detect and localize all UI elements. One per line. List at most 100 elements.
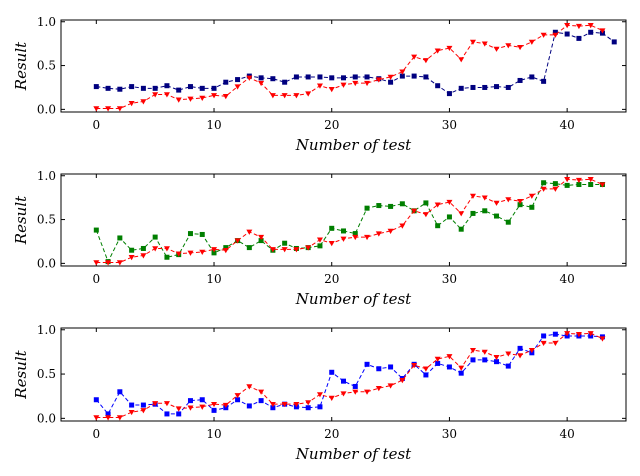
- data-point: [470, 84, 476, 90]
- data-point: [199, 249, 206, 255]
- data-point: [316, 392, 323, 398]
- data-point: [517, 353, 524, 359]
- data-point: [364, 74, 370, 80]
- data-point: [317, 243, 323, 249]
- data-point: [587, 331, 594, 337]
- series-line: [96, 31, 615, 95]
- data-point: [105, 85, 111, 91]
- data-point: [117, 235, 123, 241]
- data-point: [222, 94, 229, 100]
- data-point: [482, 84, 488, 90]
- data-point: [446, 214, 452, 220]
- data-point: [305, 91, 312, 97]
- data-point: [140, 85, 146, 91]
- data-point: [494, 213, 500, 219]
- data-point: [93, 397, 99, 403]
- data-point: [105, 106, 112, 112]
- data-point: [494, 359, 500, 365]
- data-point: [235, 77, 241, 83]
- data-point: [576, 35, 582, 41]
- data-point: [481, 41, 488, 47]
- series-comparison: [93, 331, 605, 417]
- data-point: [352, 74, 358, 80]
- data-point: [552, 340, 559, 347]
- chart-panel-3: 0 10 20 30 40 0.0 0.5 1.0 Number of test Result: [12, 323, 627, 463]
- data-point: [164, 254, 170, 260]
- data-point: [388, 79, 394, 85]
- data-point: [152, 401, 159, 407]
- data-point: [340, 391, 347, 397]
- data-point: [352, 231, 358, 237]
- data-point: [399, 223, 406, 229]
- data-point: [328, 241, 335, 247]
- data-point: [458, 211, 465, 217]
- data-point: [458, 365, 465, 371]
- data-point: [411, 54, 418, 60]
- data-point: [211, 407, 217, 413]
- data-point: [587, 177, 594, 183]
- data-point: [469, 193, 476, 199]
- data-point: [128, 409, 135, 416]
- data-point: [387, 383, 394, 389]
- data-point: [529, 74, 535, 80]
- data-point: [575, 23, 582, 30]
- data-point: [588, 29, 594, 35]
- data-point: [270, 76, 276, 82]
- y-tick-label: 0.5: [37, 367, 56, 381]
- data-point: [164, 83, 170, 89]
- data-point: [223, 79, 229, 85]
- data-point: [93, 415, 100, 421]
- data-point: [399, 201, 405, 207]
- y-tick-label: 1.0: [37, 323, 56, 337]
- data-point: [281, 247, 288, 253]
- data-point: [176, 411, 182, 417]
- data-point: [187, 231, 193, 237]
- data-point: [93, 260, 100, 266]
- data-point: [423, 372, 429, 378]
- data-point: [482, 208, 488, 214]
- data-point: [588, 182, 594, 188]
- data-point: [246, 245, 252, 251]
- series-line: [96, 178, 603, 263]
- data-point: [364, 361, 370, 367]
- data-point: [316, 237, 323, 243]
- y-tick-label: 0.5: [37, 213, 56, 227]
- data-point: [199, 397, 205, 403]
- x-tick-label: 20: [324, 272, 339, 286]
- data-point: [482, 357, 488, 363]
- data-point: [517, 44, 524, 51]
- data-point: [564, 331, 571, 337]
- data-point: [175, 406, 182, 412]
- data-point: [128, 101, 135, 107]
- data-point: [364, 234, 371, 241]
- x-tick-label: 0: [92, 272, 100, 286]
- data-point: [376, 203, 382, 209]
- data-point: [93, 227, 99, 233]
- series-reference: [93, 177, 606, 266]
- data-point: [434, 356, 441, 362]
- data-point: [199, 231, 205, 237]
- data-point: [187, 398, 193, 404]
- data-point: [117, 86, 123, 92]
- data-point: [305, 405, 311, 411]
- data-point: [116, 106, 123, 112]
- data-point: [258, 238, 264, 244]
- data-point: [258, 75, 264, 81]
- data-point: [470, 357, 476, 363]
- data-point: [505, 84, 511, 90]
- chart-panel-2: 0 10 20 30 40 0.0 0.5 1.0 Number of test Result: [12, 169, 627, 308]
- data-point: [540, 186, 547, 192]
- data-point: [435, 360, 441, 366]
- data-point: [93, 84, 99, 90]
- data-point: [494, 84, 500, 90]
- data-point: [434, 48, 441, 54]
- data-point: [364, 80, 371, 87]
- data-point: [152, 85, 158, 91]
- data-point: [505, 351, 512, 357]
- data-point: [528, 347, 535, 354]
- data-point: [564, 31, 570, 37]
- data-point: [269, 401, 276, 408]
- data-point: [129, 247, 135, 253]
- data-point: [211, 85, 217, 91]
